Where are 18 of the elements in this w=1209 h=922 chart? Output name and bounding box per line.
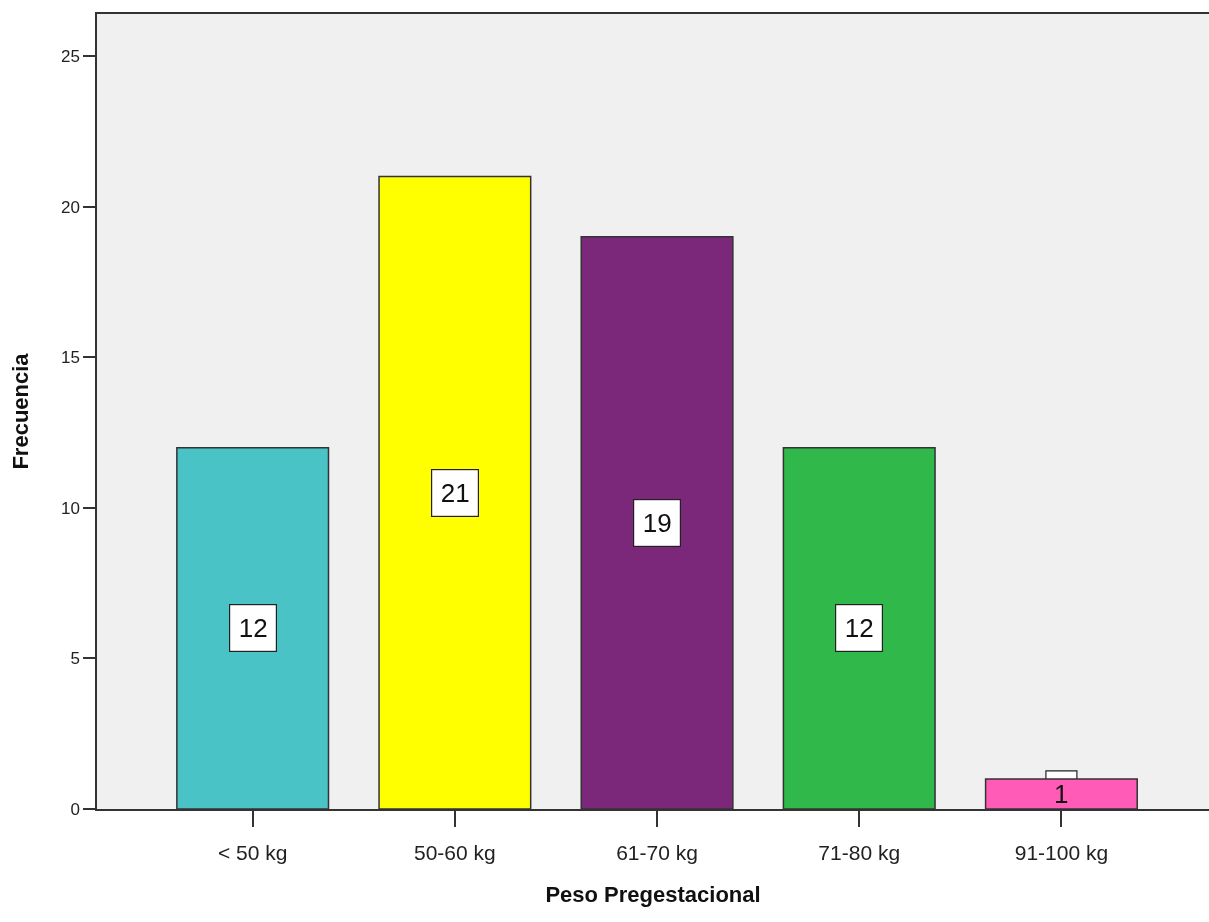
y-axis-title: Frecuencia bbox=[8, 352, 34, 470]
x-tick-label: 61-70 kg bbox=[616, 840, 698, 864]
data-label: 1 bbox=[1054, 779, 1069, 809]
y-tick-label: 0 bbox=[70, 799, 80, 819]
x-axis-title: Peso Pregestacional bbox=[545, 882, 761, 908]
y-tick-label: 15 bbox=[60, 348, 80, 368]
x-tick-label: 71-80 kg bbox=[818, 840, 901, 864]
data-label: 12 bbox=[238, 613, 268, 644]
x-tick-label: 50-60 kg bbox=[413, 840, 496, 864]
data-label: 19 bbox=[642, 508, 672, 539]
data-label: 21 bbox=[440, 478, 470, 509]
x-tick-label: 91-100 kg bbox=[1014, 840, 1109, 864]
y-tick-label: 10 bbox=[60, 498, 80, 518]
y-tick-label: 20 bbox=[60, 197, 80, 217]
y-tick-label: 5 bbox=[70, 649, 80, 669]
x-tick-label: < 50 kg bbox=[217, 840, 288, 864]
y-tick-label: 25 bbox=[60, 47, 80, 67]
data-label: 12 bbox=[844, 613, 874, 644]
